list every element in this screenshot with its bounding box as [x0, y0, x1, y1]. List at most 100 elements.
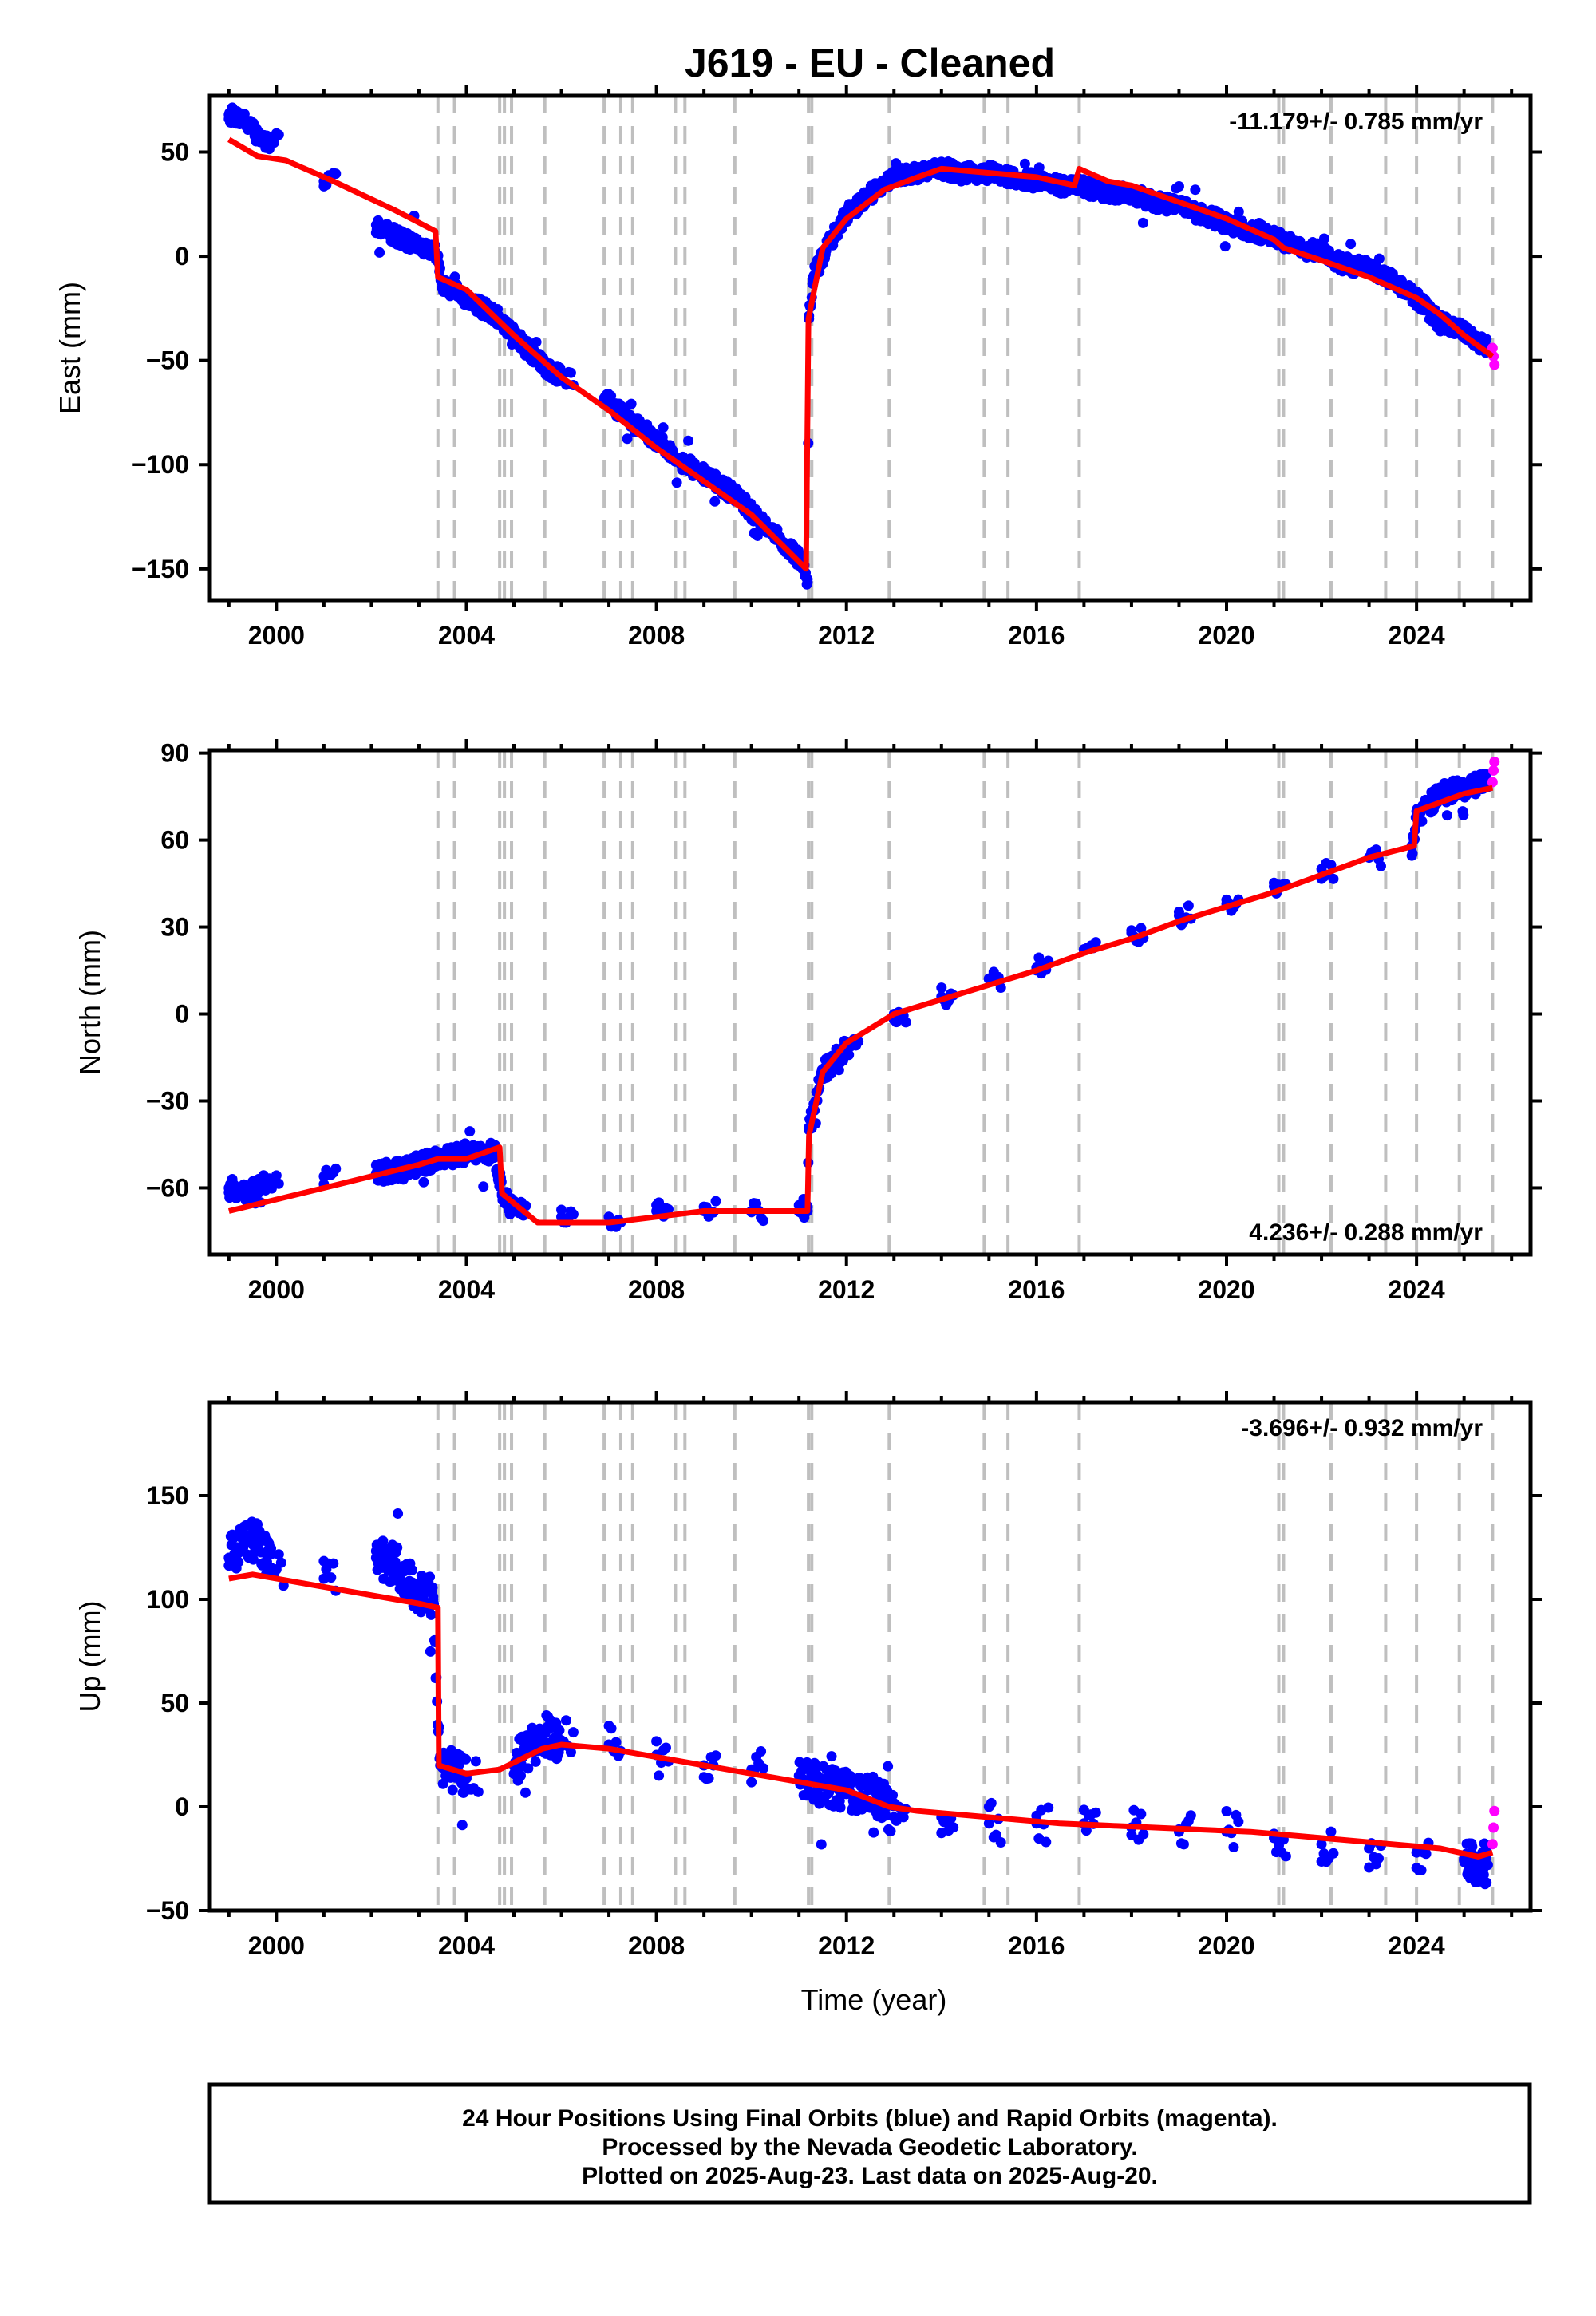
east-panel: −150 −100 −50 0 50 2000 2004 2008 2012 2016 2020 20… — [53, 85, 1542, 650]
blue-point — [1233, 1816, 1244, 1828]
blue-point — [1090, 937, 1101, 948]
blue-point — [1467, 1841, 1478, 1852]
blue-point — [661, 1742, 672, 1753]
plot-frame — [207, 1400, 1533, 1913]
blue-point — [1136, 1808, 1147, 1820]
x-tick-label: 2008 — [628, 621, 685, 650]
blue-point — [464, 1126, 476, 1137]
blue-point — [273, 1178, 284, 1189]
data-layer — [223, 102, 1500, 590]
blue-point — [898, 1812, 909, 1823]
x-tick-label: 2024 — [1389, 1931, 1445, 1960]
blue-point — [651, 1206, 662, 1217]
blue-point — [758, 1763, 769, 1774]
blue-point — [567, 1209, 579, 1220]
blue-point — [1185, 1810, 1196, 1821]
magenta-point — [1489, 359, 1500, 370]
blue-point — [651, 1736, 662, 1747]
model-line — [228, 1571, 1494, 1860]
blue-point — [238, 113, 249, 124]
blue-point — [556, 1211, 567, 1223]
blue-point — [936, 982, 947, 994]
y-tick-label: −60 — [146, 1173, 189, 1202]
blue-point — [793, 1199, 804, 1211]
blue-point — [223, 1552, 235, 1563]
y-axis-label: East (mm) — [53, 282, 86, 414]
blue-point — [983, 1818, 994, 1829]
blue-point — [1478, 1869, 1489, 1880]
blue-point — [425, 1571, 436, 1583]
blue-point — [1078, 182, 1089, 193]
blue-point — [1102, 186, 1113, 197]
x-tick-label: 2024 — [1389, 1275, 1445, 1304]
blue-point — [1280, 1851, 1291, 1862]
blue-point — [1090, 1807, 1101, 1818]
blue-point — [888, 1812, 899, 1823]
blue-point — [948, 1822, 959, 1833]
blue-point — [1328, 873, 1339, 884]
blue-point — [1441, 810, 1452, 821]
blue-point — [658, 422, 669, 433]
blue-point — [746, 1777, 757, 1788]
blue-point — [370, 219, 381, 231]
blue-point — [393, 1508, 404, 1519]
y-axis-label: North (mm) — [73, 930, 106, 1075]
blue-point — [1411, 1847, 1422, 1858]
blue-point — [1178, 1839, 1189, 1850]
blue-point — [758, 1215, 769, 1227]
blue-point — [802, 574, 813, 585]
blue-point — [273, 129, 284, 140]
x-tick-label: 2008 — [628, 1275, 685, 1304]
blue-point — [238, 1542, 249, 1553]
blue-point — [1043, 1802, 1054, 1813]
blue-point — [1482, 1860, 1493, 1871]
blue-point — [1190, 184, 1201, 196]
blue-point — [565, 1746, 576, 1757]
x-tick-label: 2000 — [248, 1275, 305, 1304]
blue-point — [456, 1820, 468, 1831]
blue-point — [389, 1556, 401, 1567]
blue-point — [874, 1791, 885, 1802]
blue-point — [885, 1825, 896, 1836]
data-layer — [223, 1508, 1500, 1890]
y-axis-label: Up (mm) — [73, 1601, 106, 1713]
blue-point — [415, 1607, 426, 1618]
x-tick-label: 2020 — [1198, 1931, 1254, 1960]
blue-point — [883, 1761, 894, 1772]
blue-point — [710, 1196, 721, 1207]
blue-point — [519, 1787, 531, 1798]
blue-point — [888, 172, 899, 183]
magenta-point — [1487, 342, 1498, 354]
figure-title: J619 - EU - Cleaned — [685, 41, 1055, 85]
rate-label: 4.236+/- 0.288 mm/yr — [1249, 1219, 1483, 1246]
blue-point — [516, 1770, 527, 1781]
y-tick-label: −50 — [146, 346, 189, 375]
footer-line-1: 24 Hour Positions Using Final Orbits (bl… — [462, 2105, 1278, 2132]
blue-point — [1138, 1828, 1149, 1840]
blue-point — [887, 1789, 899, 1800]
blue-point — [1416, 1865, 1427, 1876]
blue-point — [703, 1773, 714, 1784]
blue-point — [1420, 1848, 1432, 1860]
data-layer — [223, 757, 1500, 1232]
blue-point — [816, 1839, 827, 1850]
blue-point — [261, 136, 272, 147]
blue-point — [233, 1556, 244, 1567]
blue-point — [1173, 180, 1184, 192]
blue-point — [318, 1573, 330, 1584]
x-tick-label: 2000 — [248, 1931, 305, 1960]
y-tick-label: 60 — [160, 826, 189, 855]
x-axis-label: Time (year) — [801, 1983, 947, 2016]
blue-point — [470, 1756, 481, 1767]
footer-frame — [207, 2082, 1532, 2205]
x-tick-label: 2008 — [628, 1931, 685, 1960]
blue-point — [537, 1729, 548, 1740]
blue-point — [330, 168, 342, 180]
blue-point — [710, 1750, 721, 1761]
blue-point — [1316, 1839, 1327, 1850]
blue-point — [1136, 923, 1147, 934]
y-tick-label: 90 — [160, 739, 189, 768]
magenta-point — [1489, 757, 1500, 768]
blue-point — [756, 1746, 767, 1757]
blue-point — [835, 1802, 846, 1813]
